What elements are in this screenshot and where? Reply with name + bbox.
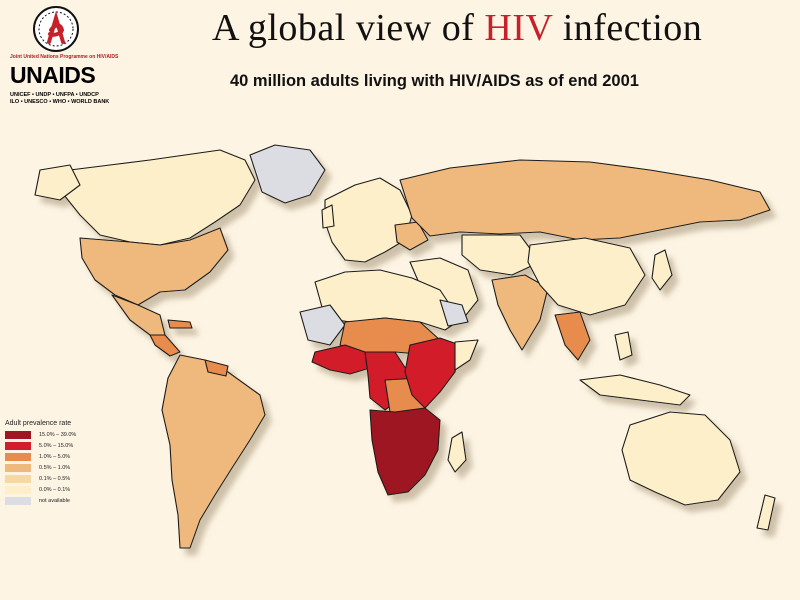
title-highlight: HIV (484, 7, 553, 49)
uk-region (321, 204, 335, 229)
legend-label: not available (39, 498, 70, 504)
page-subtitle: 40 million adults living with HIV/AIDS a… (230, 72, 639, 90)
title-suffix: infection (552, 7, 703, 49)
map-legend: Adult prevalence rate 15.0% – 39.0% 5.0% … (5, 420, 125, 507)
legend-item: 0.1% – 0.5% (5, 474, 125, 484)
legend-item: 0.5% – 1.0% (5, 463, 125, 473)
legend-title: Adult prevalence rate (5, 420, 72, 427)
logo-caption: Joint United Nations Programme on HIV/AI… (10, 54, 119, 60)
greenland-region (249, 144, 326, 204)
legend-label: 0.5% – 1.0% (39, 465, 71, 471)
legend-label: 15.0% – 39.0% (39, 432, 77, 438)
canada-region (59, 149, 256, 246)
title-prefix: A global view of (212, 7, 485, 49)
red-ribbon-seal-icon (33, 6, 79, 52)
central-asia-region (461, 234, 541, 276)
europe-region (324, 177, 413, 263)
new-zealand-region (756, 494, 776, 531)
russia-region (399, 159, 771, 241)
legend-swatch (5, 442, 31, 450)
legend-swatch (5, 453, 31, 461)
legend-label: 1.0% – 5.0% (39, 454, 71, 460)
southeast-asia-region (554, 311, 591, 361)
alaska-region (34, 164, 81, 201)
legend-item: not available (5, 496, 125, 506)
east-africa-region (404, 337, 461, 409)
arabia-na-region (439, 299, 469, 327)
legend-label: 5.0% – 15.0% (39, 443, 74, 449)
legend-item: 5.0% – 15.0% (5, 441, 125, 451)
legend-rows: 15.0% – 39.0% 5.0% – 15.0% 1.0% – 5.0% 0.5%… (5, 430, 125, 506)
australia-region (621, 411, 741, 506)
india-region (491, 274, 549, 351)
west-africa-region (311, 344, 371, 375)
china-region (527, 237, 646, 316)
logo-name: UNAIDS (10, 62, 96, 88)
usa-region (79, 227, 229, 306)
legend-item: 0.0% – 0.1% (5, 485, 125, 495)
cosponsors-line-2: ILO • UNESCO • WHO • WORLD BANK (10, 99, 110, 105)
south-america-region (161, 354, 266, 549)
legend-swatch (5, 486, 31, 494)
central-america-region (149, 334, 181, 357)
logo-cosponsors: UNICEF • UNDP • UNFPA • UNDCP ILO • UNES… (10, 92, 109, 106)
legend-item: 1.0% – 5.0% (5, 452, 125, 462)
southern-africa-region (369, 407, 441, 496)
legend-label: 0.0% – 0.1% (39, 487, 71, 493)
legend-swatch (5, 464, 31, 472)
caribbean-region (167, 319, 193, 329)
horn-africa-region (454, 339, 479, 371)
eastern-europe-region (394, 221, 429, 251)
cosponsors-line-1: UNICEF • UNDP • UNFPA • UNDCP (10, 92, 99, 98)
legend-swatch (5, 431, 31, 439)
legend-item: 15.0% – 39.0% (5, 430, 125, 440)
page-title: A global view of HIV infection (212, 6, 797, 50)
philippines-region (614, 331, 633, 361)
guyanas-region (204, 359, 229, 377)
legend-swatch (5, 497, 31, 505)
indonesia-region (579, 374, 691, 406)
legend-label: 0.1% – 0.5% (39, 476, 71, 482)
madagascar-region (447, 431, 467, 473)
legend-swatch (5, 475, 31, 483)
japan-region (651, 249, 673, 291)
sahara-na-region (299, 304, 346, 346)
